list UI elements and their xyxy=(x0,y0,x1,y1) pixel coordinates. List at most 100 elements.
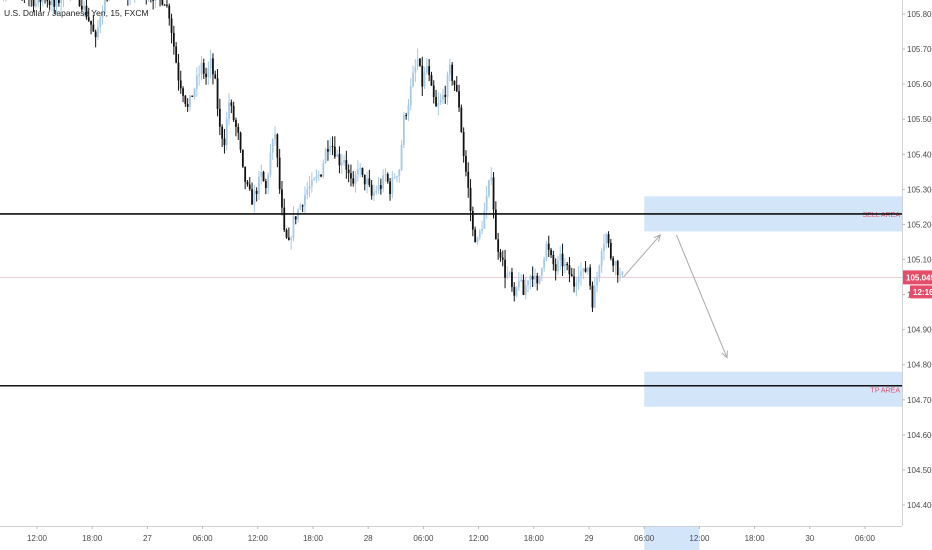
candle-body xyxy=(214,74,217,79)
candle-body xyxy=(563,263,566,267)
price-tick-label: 104.400 xyxy=(907,501,932,510)
time-tick-label: 06:00 xyxy=(855,534,876,543)
candle-body xyxy=(455,84,458,92)
candle-body xyxy=(271,138,274,153)
time-axis-bg xyxy=(0,526,932,550)
candle-body xyxy=(407,105,410,116)
candle-body xyxy=(538,275,541,284)
candle-body xyxy=(338,154,341,166)
candle-body xyxy=(531,276,534,280)
candle-body xyxy=(499,251,502,258)
candle-body xyxy=(471,210,474,230)
candle-body xyxy=(221,126,224,139)
price-tick-label: 105.100 xyxy=(907,256,932,265)
candle-body xyxy=(550,249,552,256)
candle-body xyxy=(253,190,256,205)
candle-body xyxy=(423,72,426,87)
candle-body xyxy=(391,177,394,195)
candle-body xyxy=(48,1,51,5)
candle-body xyxy=(347,169,350,174)
candle-body xyxy=(230,102,233,106)
candle-body xyxy=(310,180,313,187)
candle-body xyxy=(331,145,334,147)
candle-body xyxy=(483,210,486,229)
candle-body xyxy=(324,149,327,164)
candle-body xyxy=(209,58,212,69)
candle-body xyxy=(557,260,559,272)
candle-body xyxy=(244,166,247,182)
time-axis[interactable]: 12:00 18:00 27 06:00 12:00 18:00 28 06:00 12:00 1… xyxy=(0,526,932,550)
candle-body xyxy=(363,174,366,185)
countdown-label: 12:16 xyxy=(913,288,932,297)
candle-body xyxy=(488,180,490,196)
candle-body xyxy=(600,251,603,266)
candle-body xyxy=(554,264,557,272)
candle-body xyxy=(329,145,332,152)
candle-body xyxy=(308,186,311,190)
candle-body xyxy=(492,177,495,210)
candle-body xyxy=(458,91,460,108)
candle-body xyxy=(501,257,504,260)
time-tick-label: 12:00 xyxy=(469,534,490,543)
candle-body xyxy=(80,5,83,10)
candle-body xyxy=(589,267,592,286)
candle-body xyxy=(580,271,582,277)
price-tick-label: 105.200 xyxy=(907,220,932,229)
candle-body xyxy=(476,237,479,243)
candle-body xyxy=(161,0,164,5)
candle-body xyxy=(529,276,532,281)
current-price-label: 105.049 xyxy=(906,273,932,282)
candle-body xyxy=(490,177,493,181)
candle-body xyxy=(60,0,63,4)
candle-body xyxy=(85,5,88,18)
candle-body xyxy=(605,234,608,245)
price-tick-label: 105.600 xyxy=(907,80,932,89)
candle-body xyxy=(103,0,106,14)
candle-body xyxy=(386,174,389,182)
candle-body xyxy=(437,102,440,107)
arrow-up xyxy=(623,234,661,278)
candle-body xyxy=(570,274,573,277)
candle-body xyxy=(53,0,56,7)
candle-body xyxy=(237,126,240,133)
time-tick-label: 18:00 xyxy=(745,534,766,543)
candle-body xyxy=(200,62,203,75)
candle-body xyxy=(609,243,612,259)
arrow-down xyxy=(675,234,728,358)
candle-body xyxy=(83,5,86,10)
candle-body xyxy=(294,216,297,220)
candle-body xyxy=(467,171,470,188)
time-tick-label: 18:00 xyxy=(82,534,103,543)
candle-body xyxy=(419,58,421,66)
candle-body xyxy=(274,134,276,139)
price-tick-label: 104.500 xyxy=(907,466,932,475)
candle-body xyxy=(343,160,345,163)
candle-body xyxy=(101,13,104,18)
candle-body xyxy=(320,174,322,177)
candle-body xyxy=(520,279,523,281)
candle-body xyxy=(46,0,49,2)
candle-body xyxy=(442,94,444,100)
candle-body xyxy=(497,239,500,252)
price-tick-label: 104.600 xyxy=(907,431,932,440)
candle-body xyxy=(317,174,320,177)
candle-body xyxy=(225,119,228,146)
candle-body xyxy=(586,267,589,272)
candle-body xyxy=(322,163,325,177)
candle-body xyxy=(255,190,258,194)
candle-body xyxy=(389,181,391,195)
candle-body xyxy=(396,176,398,178)
price-tick-label: 105.400 xyxy=(907,150,932,159)
price-axis[interactable]: 104.400 104.500 104.600 104.700 104.800 104.9… xyxy=(902,0,932,526)
candle-body xyxy=(511,272,513,287)
arrow-down-head xyxy=(721,350,728,359)
candle-body xyxy=(612,258,615,266)
candle-body xyxy=(278,157,281,190)
candle-body xyxy=(191,95,194,97)
candle-body xyxy=(513,286,516,296)
candle-body xyxy=(444,94,447,98)
candle-body xyxy=(166,4,168,6)
candle-body xyxy=(168,5,171,19)
candle-body xyxy=(283,207,286,230)
